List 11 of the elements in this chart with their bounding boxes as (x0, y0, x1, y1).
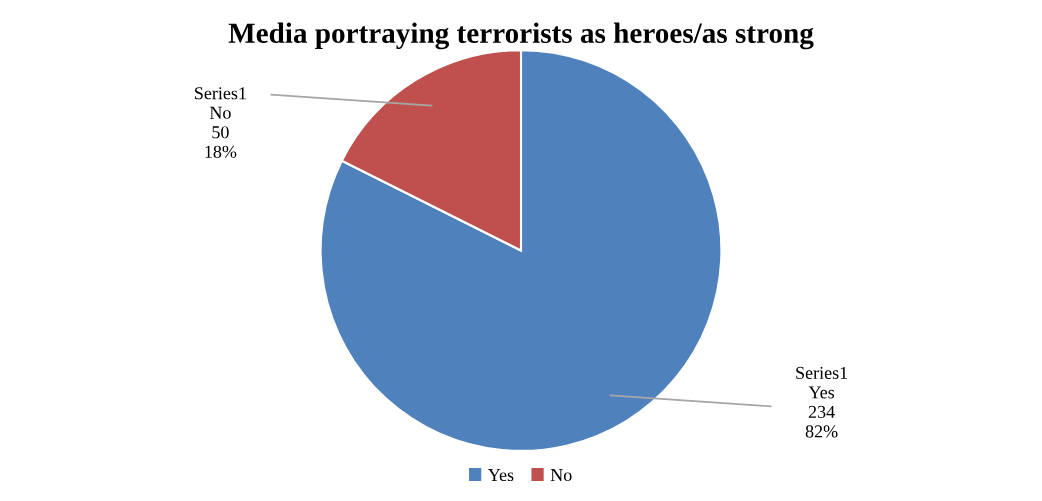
text: 82% (805, 425, 838, 438)
data-label: 50 (212, 126, 229, 139)
slice-label: Yes (808, 386, 835, 399)
text: 18% (205, 145, 237, 158)
data-label: 234 (808, 405, 835, 418)
slice-label: Series1 (796, 366, 848, 379)
chart-title: Media portraying terrorists as heroes/as strong (228, 22, 814, 50)
slice-label: No (209, 106, 231, 119)
legend-label: No (550, 469, 572, 482)
legend-label: Yes (488, 469, 514, 482)
text: Series1 (195, 87, 246, 100)
